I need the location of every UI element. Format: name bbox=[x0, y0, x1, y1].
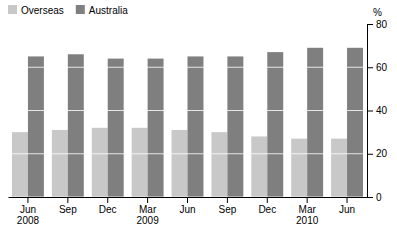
x-tick-label: Jun bbox=[339, 204, 355, 215]
x-tick-mark bbox=[27, 197, 28, 203]
bar bbox=[267, 52, 283, 197]
x-tick-label: Sep bbox=[59, 204, 77, 215]
x-tick: Dec bbox=[258, 197, 276, 215]
x-tick: Sep bbox=[59, 197, 77, 215]
x-tick-mark bbox=[187, 197, 188, 203]
x-tick: Jun bbox=[339, 197, 355, 215]
legend-label: Australia bbox=[89, 5, 128, 16]
grid-line bbox=[8, 110, 367, 111]
x-tick-mark bbox=[267, 197, 268, 203]
x-tick: Mar2009 bbox=[136, 197, 159, 226]
legend-item: Overseas bbox=[8, 5, 64, 16]
x-tick-label-line: Dec bbox=[258, 204, 276, 215]
legend-label: Overseas bbox=[21, 5, 64, 16]
x-tick-label: Jun2008 bbox=[17, 204, 40, 226]
bar bbox=[148, 59, 164, 197]
y-axis: 0 20 40 60 80 bbox=[367, 19, 388, 203]
x-tick-label-line: 2010 bbox=[296, 215, 319, 226]
x-axis: Jun2008SepDecMar2009JunSepDecMar2010Jun bbox=[9, 197, 368, 226]
x-tick-mark bbox=[227, 197, 228, 203]
y-tick-label: 40 bbox=[376, 105, 388, 116]
y-tick: 0 bbox=[367, 192, 382, 203]
y-tick-label: 0 bbox=[376, 192, 382, 203]
bar bbox=[132, 128, 148, 197]
x-tick-mark bbox=[107, 197, 108, 203]
x-tick-mark bbox=[147, 197, 148, 203]
x-tick-label: Dec bbox=[99, 204, 117, 215]
bar-series bbox=[28, 48, 363, 197]
bar bbox=[68, 54, 84, 197]
x-tick-label: Mar2010 bbox=[296, 204, 319, 226]
x-tick-label-line: Mar bbox=[139, 204, 157, 215]
plot: Jun2008SepDecMar2009JunSepDecMar2010Jun0… bbox=[8, 19, 388, 226]
x-tick-label: Mar2009 bbox=[136, 204, 159, 226]
x-tick: Jun2008 bbox=[17, 197, 40, 226]
chart: Jun2008SepDecMar2009JunSepDecMar2010Jun0… bbox=[0, 0, 397, 227]
bar bbox=[28, 56, 44, 197]
bar bbox=[92, 128, 108, 197]
x-tick-label: Dec bbox=[258, 204, 276, 215]
bar bbox=[52, 130, 68, 197]
legend-item: Australia bbox=[76, 5, 128, 16]
x-tick-mark bbox=[347, 197, 348, 203]
y-tick: 20 bbox=[367, 148, 388, 159]
x-tick: Jun bbox=[179, 197, 195, 215]
x-tick-label: Sep bbox=[218, 204, 236, 215]
y-tick-label: 60 bbox=[376, 62, 388, 73]
x-tick: Sep bbox=[218, 197, 236, 215]
x-tick-label-line: Jun bbox=[20, 204, 36, 215]
x-tick-mark bbox=[307, 197, 308, 203]
bar bbox=[188, 56, 204, 197]
bars bbox=[8, 24, 367, 197]
grid-line bbox=[8, 197, 367, 198]
bar bbox=[12, 132, 28, 197]
y-tick-mark bbox=[367, 154, 373, 155]
x-tick-label: Jun bbox=[179, 204, 195, 215]
y-tick-label: 20 bbox=[376, 148, 388, 159]
grid-line bbox=[8, 67, 367, 68]
bar bbox=[291, 139, 307, 197]
x-tick: Dec bbox=[99, 197, 117, 215]
x-tick-label-line: Dec bbox=[99, 204, 117, 215]
y-tick-mark bbox=[367, 111, 373, 112]
bar bbox=[331, 139, 347, 197]
x-tick-label-line: 2009 bbox=[136, 215, 159, 226]
bar bbox=[108, 59, 124, 197]
grid bbox=[8, 24, 367, 197]
x-tick-label-line: Jun bbox=[179, 204, 195, 215]
x-tick-label-line: 2008 bbox=[17, 215, 40, 226]
y-axis-title: % bbox=[373, 7, 382, 18]
bar bbox=[172, 130, 188, 197]
y-tick: 40 bbox=[367, 105, 388, 116]
bar bbox=[227, 56, 243, 197]
y-tick-mark bbox=[367, 197, 373, 198]
y-tick-label: 80 bbox=[376, 19, 388, 30]
x-tick-label-line: Sep bbox=[218, 204, 236, 215]
x-tick-label-line: Jun bbox=[339, 204, 355, 215]
grid-line bbox=[8, 24, 367, 25]
x-tick-label-line: Sep bbox=[59, 204, 77, 215]
grid-line bbox=[8, 153, 367, 154]
y-tick-mark bbox=[367, 67, 373, 68]
legend-swatch bbox=[8, 5, 17, 14]
y-tick: 80 bbox=[367, 19, 388, 30]
y-tick-mark bbox=[367, 24, 373, 25]
bar bbox=[251, 136, 267, 197]
legend: Overseas Australia bbox=[8, 5, 128, 16]
y-tick: 60 bbox=[367, 62, 388, 73]
bar bbox=[347, 48, 363, 197]
bar-series bbox=[12, 128, 347, 197]
x-tick: Mar2010 bbox=[296, 197, 319, 226]
legend-swatch bbox=[76, 5, 85, 14]
bar bbox=[211, 132, 227, 197]
x-tick-mark bbox=[67, 197, 68, 203]
bar bbox=[307, 48, 323, 197]
x-tick-label-line: Mar bbox=[299, 204, 317, 215]
